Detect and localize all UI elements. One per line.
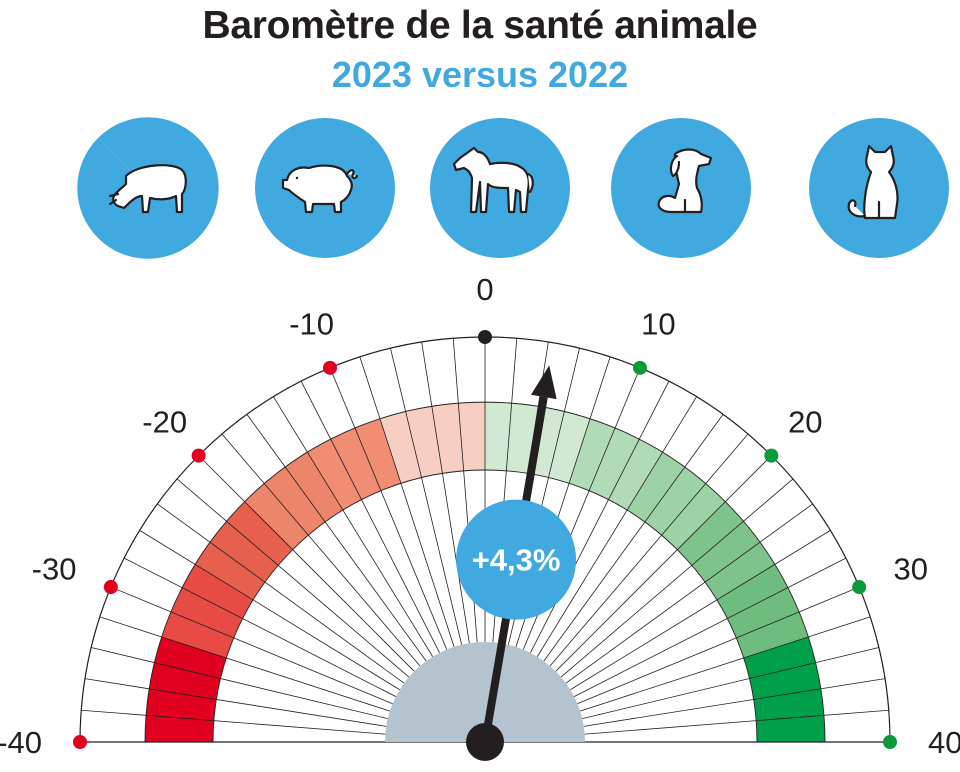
radial-gridline [565,503,813,684]
radial-gridline [543,414,724,662]
hub-semicircle [385,642,585,742]
radial-gridline [110,586,393,705]
radial-gridline [246,414,427,662]
radial-gridline [91,647,388,720]
radial-gridline [176,478,410,678]
radial-gridline [198,455,415,672]
horse-icon [430,118,570,258]
radial-gridline [577,586,860,705]
tick-label: -40 [0,725,42,760]
animal-icons-row [0,117,960,259]
radial-gridline [530,380,670,654]
radial-gridline [157,503,405,684]
chart-subtitle: 2023 versus 2022 [331,54,629,95]
tick-label: -20 [142,405,187,440]
radial-gridline [579,616,871,712]
radial-gridline [583,678,886,727]
radial-gridline [421,341,470,644]
cow-icon [77,117,219,259]
tick-label: -30 [32,552,77,587]
color-band [195,501,293,600]
tick-marker [852,580,867,595]
radial-gridline [555,455,772,672]
gauge-hub [385,642,585,742]
needle-arrowhead [531,365,557,400]
value-label: +4,3% [472,543,561,578]
tick-marker [191,448,206,463]
tick-marker [632,360,647,375]
dog-icon [611,118,751,258]
radial-gridline [273,396,434,657]
tick-marker [103,580,118,595]
color-band [379,402,485,484]
color-band [161,564,254,658]
color-band [716,564,809,658]
value-badge-circle [456,499,577,620]
radial-gridline [570,530,831,691]
color-band [307,418,401,511]
tick-label: 30 [894,552,928,587]
tick-marker [764,448,779,463]
color-band [145,636,227,742]
radial-gridline [536,396,697,657]
gauge-value-badge: +4,3% [456,499,577,620]
tick-marker [323,360,338,375]
gauge-tick-markers [73,330,897,749]
radial-gridline [549,433,749,667]
tick-label: -10 [289,306,334,341]
color-band [627,452,726,550]
gauge-chart: -40 -30 -20 -10 0 10 20 30 40 +4,3% [0,272,960,761]
radial-gridline [329,367,448,650]
color-band [743,636,825,742]
tick-label: 40 [928,725,960,760]
tick-marker [73,735,87,749]
gauge-tick-labels: -40 -30 -20 -10 0 10 20 30 40 [0,272,960,760]
radial-gridline [584,709,889,735]
tick-label: 0 [476,272,493,307]
tick-marker [478,330,492,344]
radial-gridline [99,616,391,712]
radial-gridline [139,530,400,691]
cat-icon [809,118,949,258]
radial-gridline [300,380,440,654]
radial-gridline [123,557,397,697]
radial-gridline [84,678,387,727]
tick-marker [883,735,897,749]
radial-gridline [359,356,455,648]
color-band [244,452,343,550]
radial-gridline [582,647,879,720]
needle-pivot [466,723,504,761]
gauge-color-bands [145,402,825,742]
radial-gridline [573,557,847,697]
tick-label: 10 [641,306,675,341]
color-band [569,418,663,511]
color-band [677,501,775,600]
radial-gridline [560,478,794,678]
radial-gridline [390,348,463,645]
pig-icon [255,118,395,258]
tick-label: 20 [788,405,822,440]
radial-gridline [221,433,421,667]
chart-title: Baromètre de la santé animale [202,4,758,47]
radial-gridline [81,709,386,735]
